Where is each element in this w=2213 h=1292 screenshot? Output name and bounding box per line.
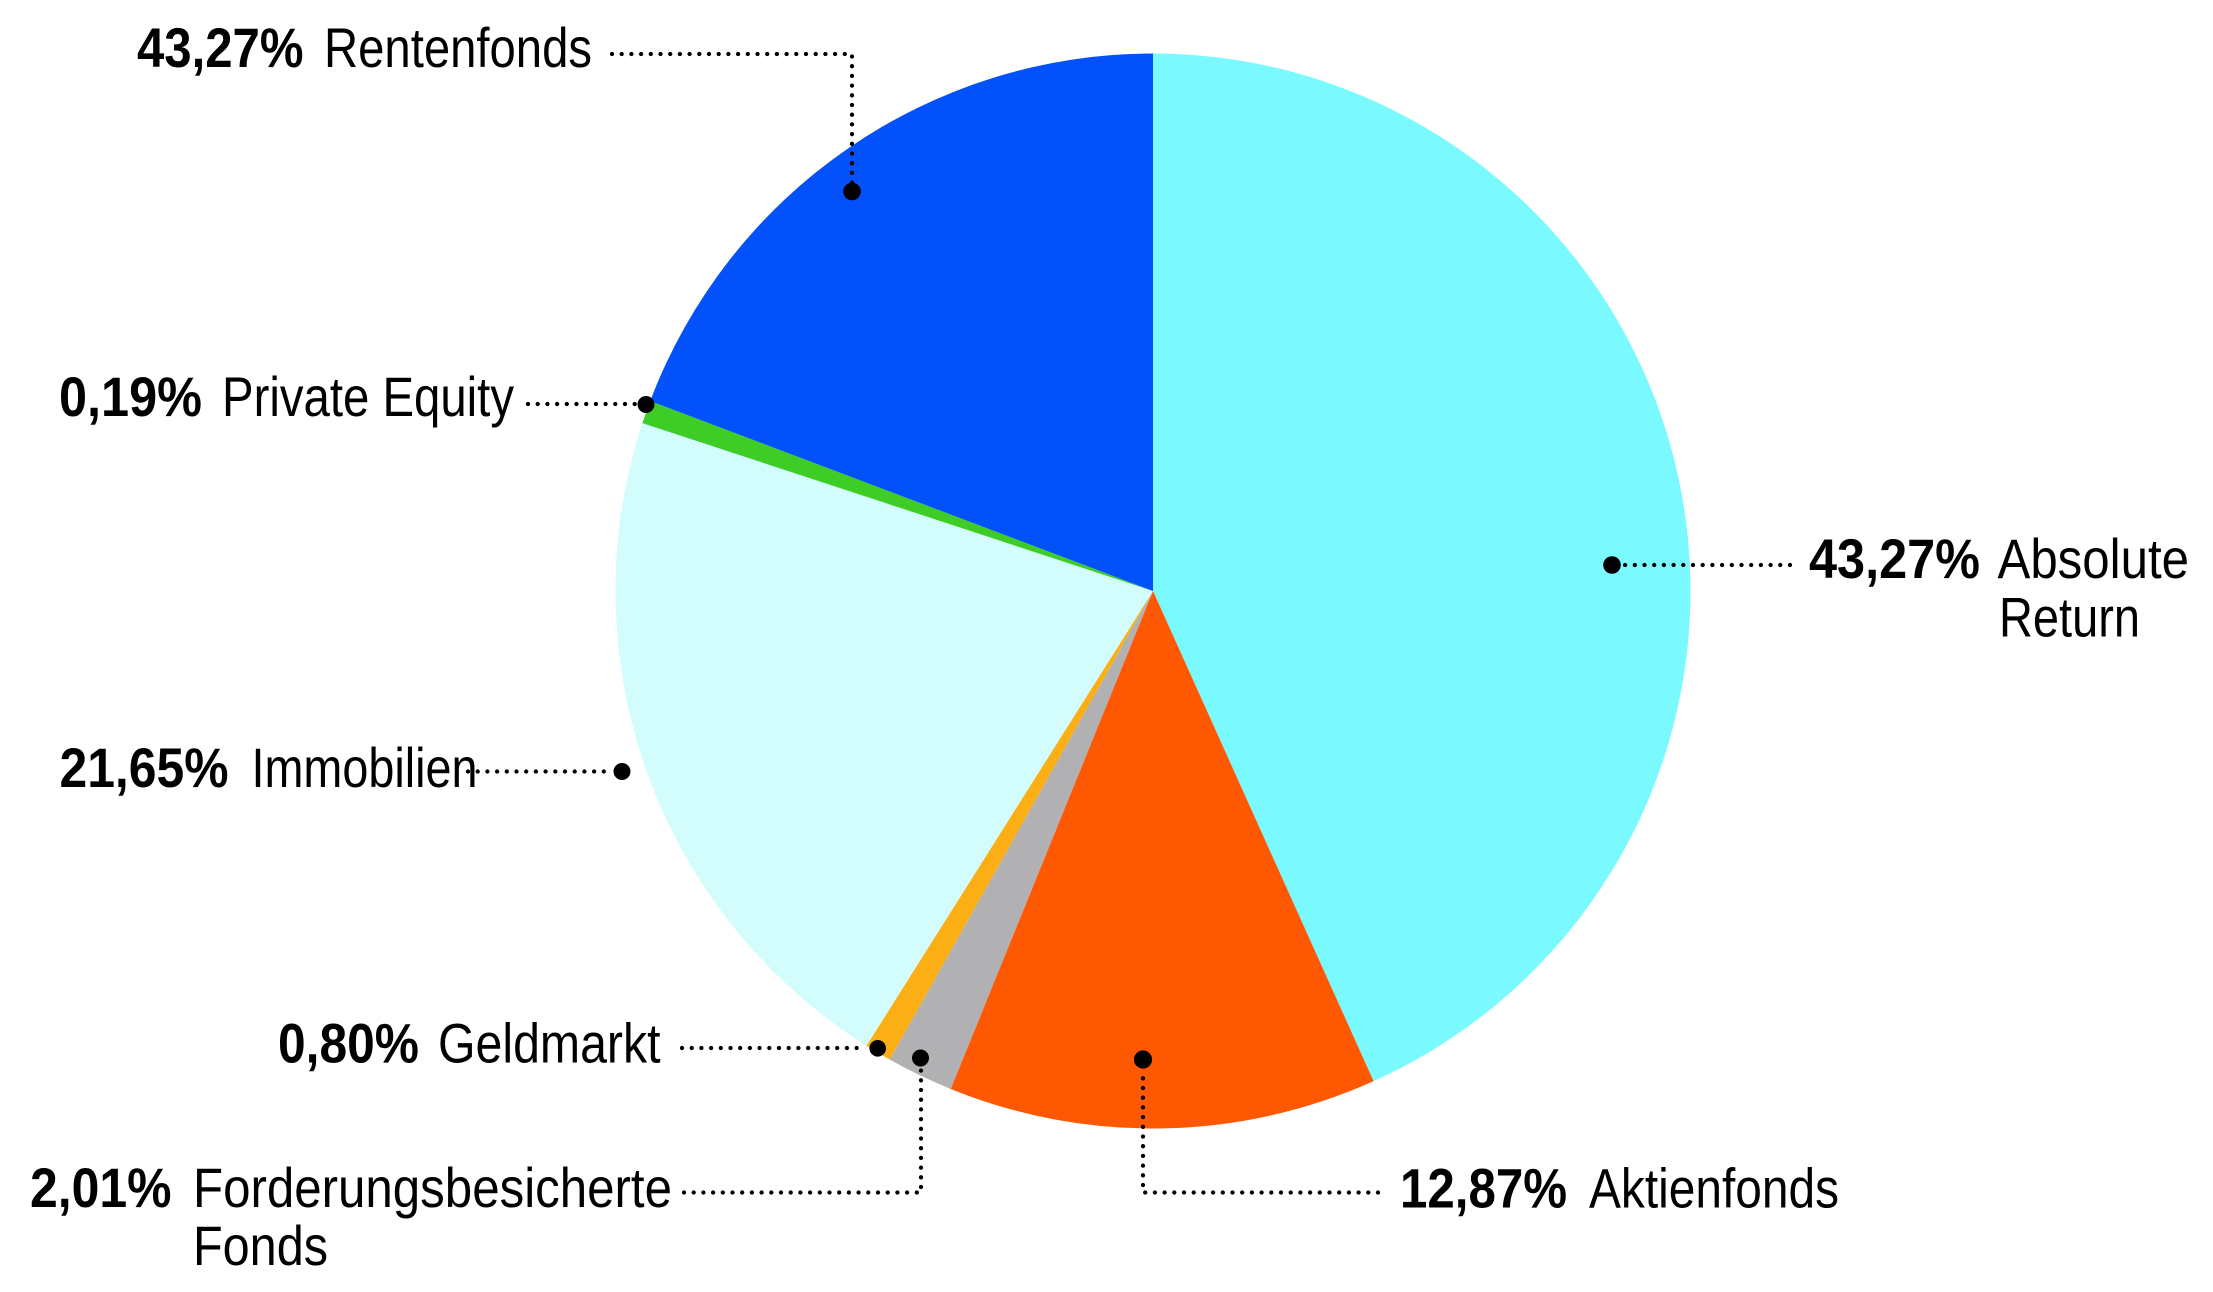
- svg-text:Forderungsbesicherte: Forderungsbesicherte: [193, 1156, 672, 1219]
- svg-text:0,19%: 0,19%: [59, 365, 202, 428]
- svg-text:0,80%: 0,80%: [278, 1012, 419, 1075]
- svg-text:Geldmarkt: Geldmarkt: [438, 1012, 661, 1075]
- svg-text:Fonds: Fonds: [193, 1214, 328, 1277]
- svg-text:Absolute: Absolute: [1998, 527, 2190, 590]
- svg-text:2,01%: 2,01%: [30, 1156, 172, 1219]
- svg-text:43,27%: 43,27%: [1809, 527, 1980, 590]
- svg-text:Rentenfonds: Rentenfonds: [324, 16, 592, 79]
- svg-text:21,65%: 21,65%: [60, 736, 229, 799]
- svg-text:Aktienfonds: Aktienfonds: [1589, 1157, 1839, 1220]
- svg-text:12,87%: 12,87%: [1400, 1157, 1567, 1220]
- svg-text:Return: Return: [1999, 586, 2140, 649]
- svg-text:Private Equity: Private Equity: [222, 365, 514, 428]
- svg-text:43,27%: 43,27%: [137, 16, 304, 79]
- svg-text:Immobilien: Immobilien: [252, 736, 478, 799]
